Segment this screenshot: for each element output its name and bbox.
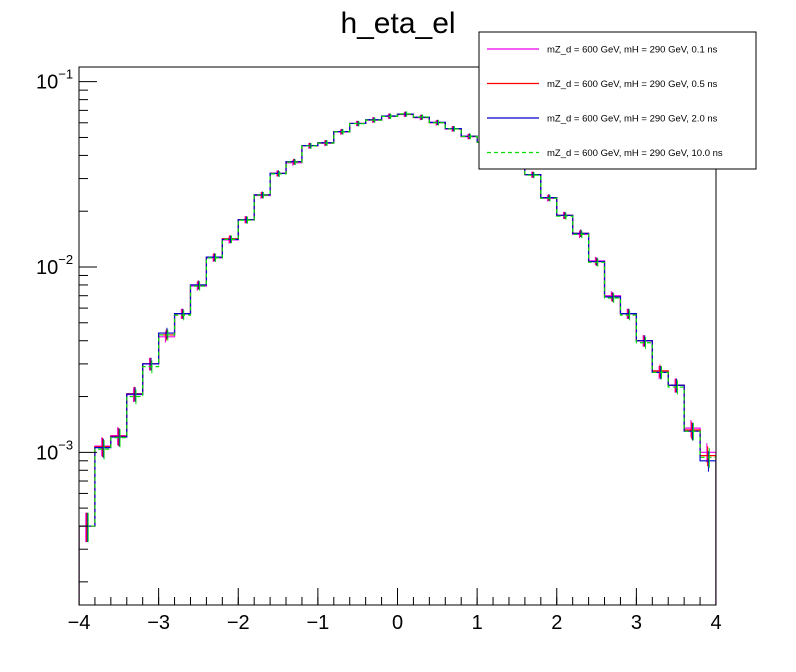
x-tick-label: −2	[227, 612, 250, 634]
x-tick-label: 2	[551, 612, 562, 634]
x-tick-label: −4	[68, 612, 91, 634]
x-tick-label: 1	[472, 612, 483, 634]
legend: mZ_d = 600 GeV, mH = 290 GeV, 0.1 ns mZ_d…	[478, 31, 757, 170]
legend-box	[478, 31, 757, 170]
plot-area	[79, 111, 716, 605]
x-tick-label: 3	[631, 612, 642, 634]
y-tick-label: 10−2	[36, 252, 73, 279]
legend-entry: mZ_d = 600 GeV, mH = 290 GeV, 10.0 ns	[547, 148, 723, 159]
legend-entry: mZ_d = 600 GeV, mH = 290 GeV, 0.5 ns	[547, 79, 718, 90]
x-tick-label: −3	[147, 612, 170, 634]
axes: −4 −3 −2 −1 0 1 2 3 4 10−1 10−2 10−3	[36, 66, 722, 634]
chart-title: h_eta_el	[340, 7, 455, 40]
legend-entry: mZ_d = 600 GeV, mH = 290 GeV, 0.1 ns	[547, 45, 718, 56]
x-tick-label: 4	[710, 612, 721, 634]
legend-entry: mZ_d = 600 GeV, mH = 290 GeV, 2.0 ns	[547, 114, 718, 125]
series-line-3	[79, 113, 716, 605]
y-tick-label: 10−3	[36, 437, 73, 464]
y-tick-label: 10−1	[36, 67, 73, 94]
x-tick-label: 0	[392, 612, 403, 634]
x-tick-label: −1	[306, 612, 329, 634]
